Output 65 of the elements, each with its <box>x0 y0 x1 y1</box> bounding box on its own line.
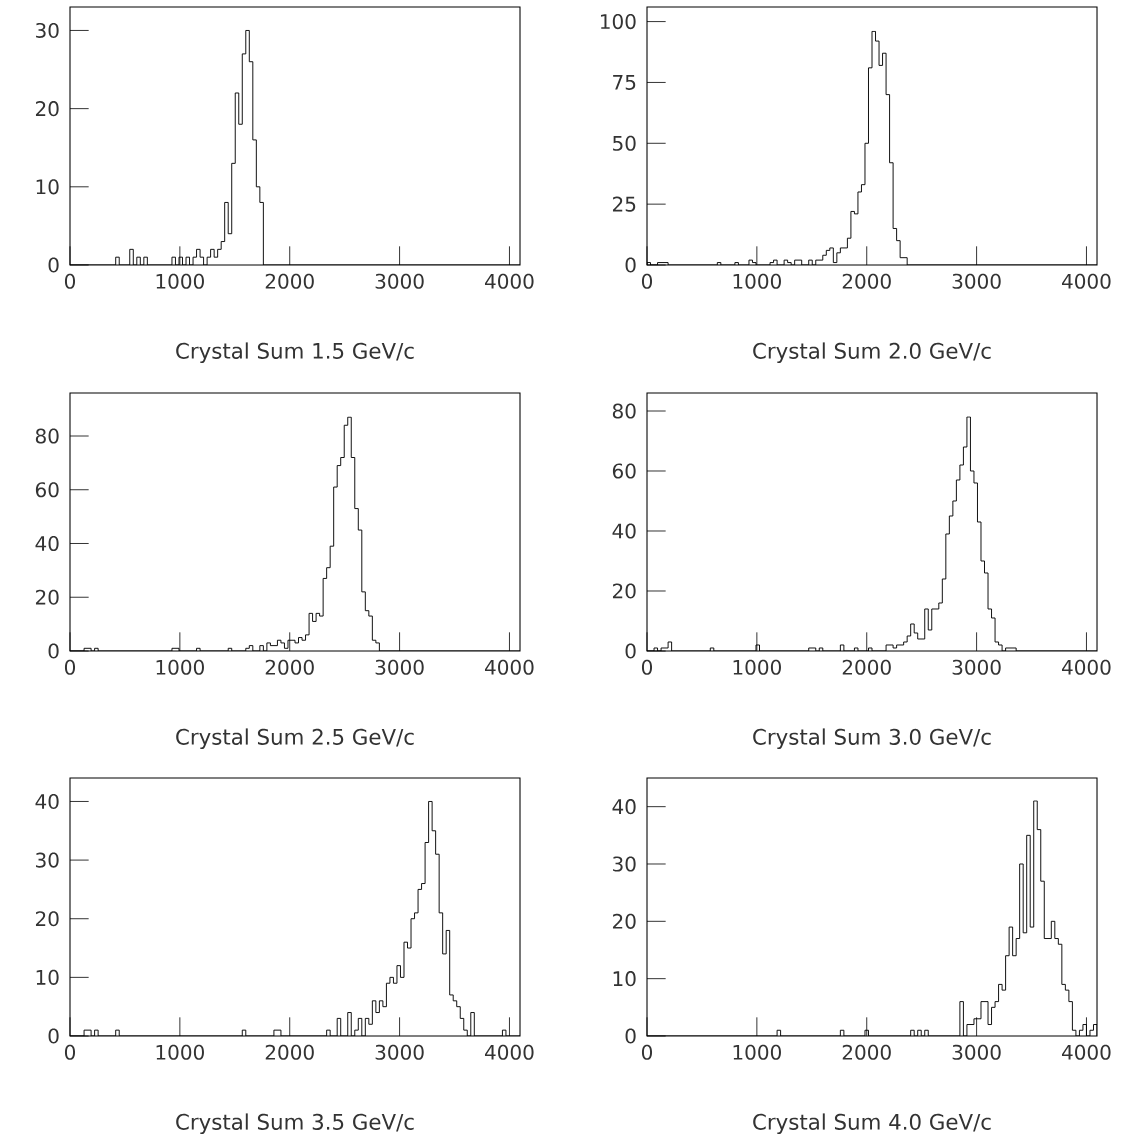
y-tick-label: 75 <box>613 75 636 90</box>
y-tick-label: 40 <box>612 799 636 815</box>
y-tick-label: 0 <box>625 643 636 659</box>
x-axis-title: Crystal Sum 4.0 GeV/c <box>753 1113 991 1135</box>
x-tick-label: 1000 <box>733 1044 781 1060</box>
y-tick-label: 0 <box>625 257 636 273</box>
x-tick-label: 0 <box>641 273 653 289</box>
x-tick-label: 0 <box>641 1044 653 1060</box>
x-tick-label: 1000 <box>156 273 204 289</box>
y-tick-label: 20 <box>35 589 59 605</box>
y-tick-label: 30 <box>36 852 59 868</box>
x-tick-label: 0 <box>64 1044 76 1060</box>
y-tick-label: 20 <box>612 583 636 599</box>
y-tick-label: 0 <box>625 1028 636 1044</box>
x-tick-label: 4000 <box>484 273 534 289</box>
x-tick-label: 0 <box>641 659 653 675</box>
y-tick-label: 60 <box>612 463 636 479</box>
y-tick-label: 40 <box>35 535 59 552</box>
x-tick-label: 2000 <box>842 1044 891 1060</box>
y-tick-label: 25 <box>612 196 636 212</box>
x-tick-label: 3000 <box>375 1044 424 1060</box>
y-tick-label: 20 <box>35 101 59 117</box>
y-tick-label: 10 <box>36 969 59 985</box>
x-axis-title: Crystal Sum 1.5 GeV/c <box>176 342 414 364</box>
x-tick-label: 2000 <box>842 659 891 675</box>
x-tick-label: 4000 <box>1062 659 1111 675</box>
x-axis-title: Crystal Sum 2.5 GeV/c <box>176 728 414 750</box>
y-tick-label: 80 <box>612 403 636 419</box>
y-tick-label: 40 <box>35 793 59 810</box>
x-tick-label: 3000 <box>375 273 424 289</box>
y-tick-label: 30 <box>613 856 636 872</box>
y-tick-label: 10 <box>36 179 59 195</box>
x-tick-label: 4000 <box>484 1044 534 1060</box>
x-axis-title: Crystal Sum 3.0 GeV/c <box>753 728 991 750</box>
x-tick-label: 4000 <box>1062 1044 1111 1060</box>
y-tick-label: 40 <box>612 523 636 539</box>
x-tick-label: 2000 <box>265 1044 314 1060</box>
y-tick-label: 0 <box>48 643 59 659</box>
y-tick-label: 30 <box>36 22 59 39</box>
x-tick-label: 2000 <box>265 659 314 675</box>
x-tick-label: 4000 <box>1062 273 1111 289</box>
y-tick-label: 50 <box>613 135 636 151</box>
x-tick-label: 1000 <box>733 659 781 675</box>
y-tick-label: 80 <box>35 428 59 444</box>
y-tick-label: 20 <box>35 911 59 927</box>
y-tick-label: 0 <box>48 257 59 273</box>
y-tick-label: 60 <box>35 482 59 498</box>
x-tick-label: 4000 <box>484 659 534 675</box>
x-tick-label: 1000 <box>733 273 781 289</box>
y-tick-label: 20 <box>612 913 636 929</box>
x-tick-label: 3000 <box>952 273 1001 289</box>
y-tick-label: 100 <box>600 14 636 30</box>
x-tick-label: 1000 <box>156 1044 204 1060</box>
x-tick-label: 2000 <box>842 273 891 289</box>
y-tick-label: 10 <box>613 971 636 987</box>
x-axis-title: Crystal Sum 2.0 GeV/c <box>753 342 991 364</box>
x-tick-label: 3000 <box>375 659 424 675</box>
x-tick-label: 2000 <box>265 273 314 289</box>
x-tick-label: 3000 <box>952 659 1001 675</box>
x-tick-label: 3000 <box>952 1044 1001 1060</box>
y-tick-label: 0 <box>48 1028 59 1044</box>
x-tick-label: 1000 <box>156 659 204 675</box>
x-tick-label: 0 <box>64 273 76 289</box>
x-axis-title: Crystal Sum 3.5 GeV/c <box>176 1113 414 1135</box>
x-tick-label: 0 <box>64 659 76 675</box>
